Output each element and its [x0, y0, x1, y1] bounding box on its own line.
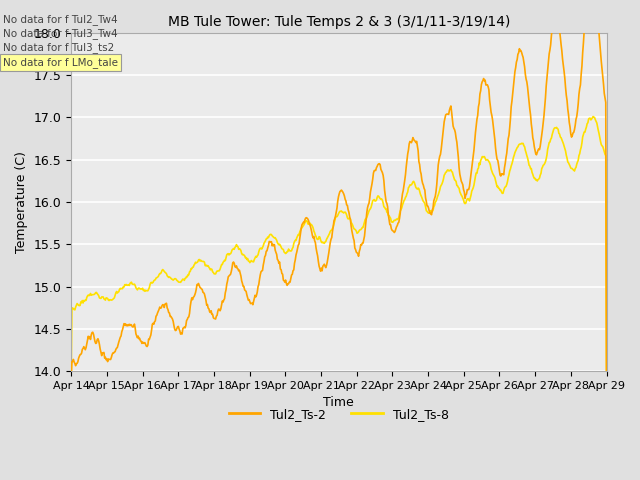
Text: No data for f LMo_tale: No data for f LMo_tale	[3, 57, 118, 68]
X-axis label: Time: Time	[323, 396, 354, 409]
Title: MB Tule Tower: Tule Temps 2 & 3 (3/1/11-3/19/14): MB Tule Tower: Tule Temps 2 & 3 (3/1/11-…	[168, 15, 510, 29]
Text: No data for f Tul3_ts2: No data for f Tul3_ts2	[3, 42, 115, 53]
Y-axis label: Temperature (C): Temperature (C)	[15, 151, 28, 253]
Text: No data for f Tul3_Tw4: No data for f Tul3_Tw4	[3, 28, 118, 39]
Legend: Tul2_Ts-2, Tul2_Ts-8: Tul2_Ts-2, Tul2_Ts-8	[224, 403, 454, 426]
Text: No data for f Tul2_Tw4: No data for f Tul2_Tw4	[3, 13, 118, 24]
